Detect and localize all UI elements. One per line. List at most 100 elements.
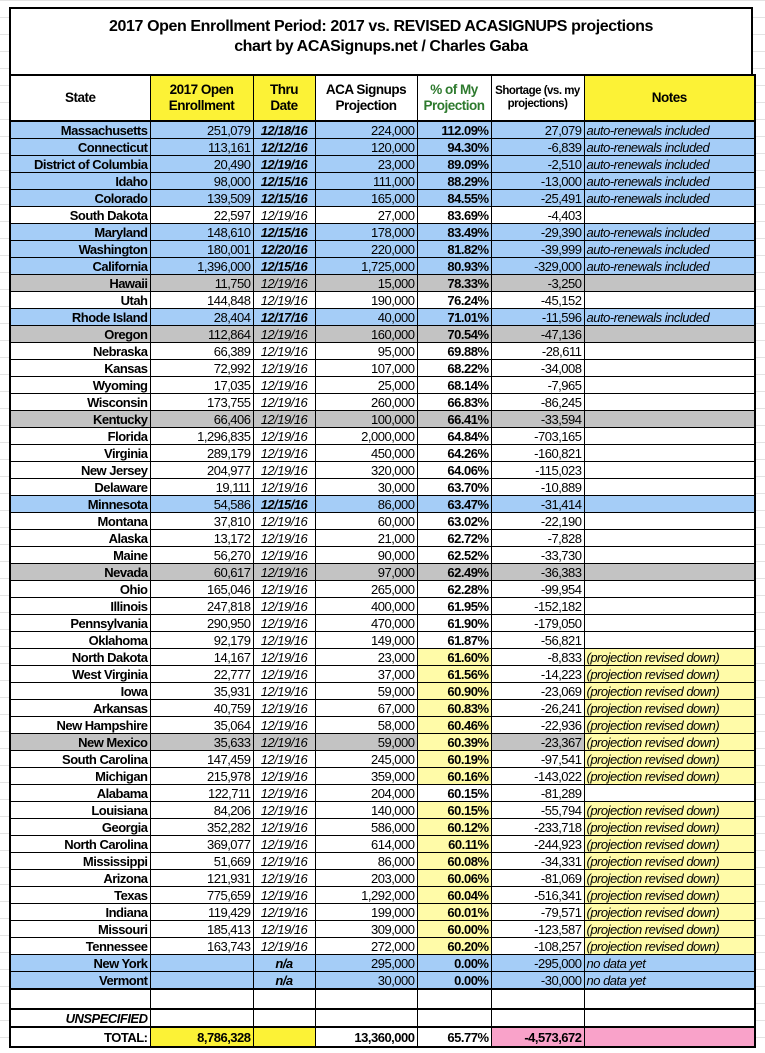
notes-cell (583, 631, 756, 649)
pct-cell: 70.54% (416, 325, 492, 343)
notes-cell (583, 495, 756, 513)
shortage-cell: -28,611 (490, 342, 585, 360)
table-row: Arizona 121,931 12/19/16 203,000 60.06% -81,0… (9, 869, 756, 887)
thru-date-cell: 12/19/16 (252, 818, 316, 836)
thru-date-cell: 12/15/16 (252, 257, 316, 275)
table-row: West Virginia 22,777 12/19/16 37,000 61.56% -… (9, 665, 756, 683)
enrollment-cell: 121,931 (149, 869, 254, 887)
shortage-cell: -6,839 (490, 138, 585, 156)
table-row: Virginia 289,179 12/19/16 450,000 64.26% -160… (9, 444, 756, 462)
shortage-cell: -25,491 (490, 189, 585, 207)
notes-cell (583, 784, 756, 802)
shortage-cell: -123,587 (490, 920, 585, 938)
state-cell: Illinois (9, 597, 151, 615)
table-row: Maryland 148,610 12/15/16 178,000 83.49% -29,… (9, 223, 756, 241)
projection-cell: 25,000 (314, 376, 418, 394)
pct-cell: 83.49% (416, 223, 492, 241)
pct-cell: 64.06% (416, 461, 492, 479)
table-row: Michigan 215,978 12/19/16 359,000 60.16% -143… (9, 767, 756, 785)
state-cell: Kentucky (9, 410, 151, 428)
notes-cell (583, 614, 756, 632)
enrollment-cell: 119,429 (149, 903, 254, 921)
shortage-cell: -81,289 (490, 784, 585, 802)
shortage-cell: -10,889 (490, 478, 585, 496)
thru-date-cell: 12/17/16 (252, 308, 316, 326)
notes-cell: (projection revised down) (583, 682, 756, 700)
shortage-cell: -22,936 (490, 716, 585, 734)
thru-date-cell: 12/19/16 (252, 376, 316, 394)
state-cell: Indiana (9, 903, 151, 921)
thru-date-cell: n/a (252, 971, 316, 990)
pct-cell: 62.49% (416, 563, 492, 581)
thru-date-cell: 12/19/16 (252, 614, 316, 632)
total-shortage: -4,573,672 (490, 1026, 585, 1048)
thru-date-cell: 12/19/16 (252, 427, 316, 445)
shortage-cell: -8,833 (490, 648, 585, 666)
enrollment-cell: 14,167 (149, 648, 254, 666)
table-row: Nevada 60,617 12/19/16 97,000 62.49% -36,383 (9, 563, 756, 581)
pct-cell: 60.16% (416, 767, 492, 785)
pct-cell: 62.72% (416, 529, 492, 547)
state-cell: Utah (9, 291, 151, 309)
enrollment-cell: 66,389 (149, 342, 254, 360)
total-row: TOTAL: 8,786,328 13,360,000 65.77% -4,57… (9, 1026, 756, 1048)
header-notes: Notes (583, 74, 756, 122)
enrollment-cell: 35,633 (149, 733, 254, 751)
state-cell: Nevada (9, 563, 151, 581)
state-cell: Alaska (9, 529, 151, 547)
shortage-cell: -30,000 (490, 971, 585, 990)
shortage-cell: -14,223 (490, 665, 585, 683)
pct-cell: 60.00% (416, 920, 492, 938)
projection-cell: 95,000 (314, 342, 418, 360)
thru-date-cell: 12/19/16 (252, 410, 316, 428)
pct-cell: 60.20% (416, 937, 492, 955)
thru-date-cell: 12/19/16 (252, 461, 316, 479)
enrollment-cell: 122,711 (149, 784, 254, 802)
table-row: Kentucky 66,406 12/19/16 100,000 66.41% -33,5… (9, 410, 756, 428)
projection-cell: 190,000 (314, 291, 418, 309)
table-row: New Jersey 204,977 12/19/16 320,000 64.06% -1… (9, 461, 756, 479)
enrollment-cell: 19,111 (149, 478, 254, 496)
state-cell: Oregon (9, 325, 151, 343)
shortage-cell: -13,000 (490, 172, 585, 190)
notes-cell: (projection revised down) (583, 835, 756, 853)
thru-date-cell: 12/19/16 (252, 716, 316, 734)
state-cell: Missouri (9, 920, 151, 938)
table-row: Indiana 119,429 12/19/16 199,000 60.01% -79,5… (9, 903, 756, 921)
state-cell: Oklahoma (9, 631, 151, 649)
notes-cell (583, 546, 756, 564)
enrollment-cell: 1,296,835 (149, 427, 254, 445)
projection-cell: 320,000 (314, 461, 418, 479)
projection-cell: 203,000 (314, 869, 418, 887)
enrollment-cell: 352,282 (149, 818, 254, 836)
notes-cell (583, 325, 756, 343)
projection-cell: 178,000 (314, 223, 418, 241)
thru-date-cell: 12/19/16 (252, 750, 316, 768)
table-row: Delaware 19,111 12/19/16 30,000 63.70% -10,88… (9, 478, 756, 496)
enrollment-cell: 147,459 (149, 750, 254, 768)
projection-cell: 309,000 (314, 920, 418, 938)
thru-date-cell: 12/19/16 (252, 835, 316, 853)
notes-cell: (projection revised down) (583, 801, 756, 819)
total-pct: 65.77% (416, 1026, 492, 1048)
shortage-cell: -115,023 (490, 461, 585, 479)
notes-cell: (projection revised down) (583, 648, 756, 666)
state-cell: Rhode Island (9, 308, 151, 326)
table-row: Wisconsin 173,755 12/19/16 260,000 66.83% -86… (9, 393, 756, 411)
projection-cell: 21,000 (314, 529, 418, 547)
enrollment-cell: 185,413 (149, 920, 254, 938)
notes-cell: (projection revised down) (583, 920, 756, 938)
shortage-cell: -244,923 (490, 835, 585, 853)
state-cell: California (9, 257, 151, 275)
table-row: North Dakota 14,167 12/19/16 23,000 61.60% -8… (9, 648, 756, 666)
projection-cell: 165,000 (314, 189, 418, 207)
pct-cell: 60.83% (416, 699, 492, 717)
projection-cell: 586,000 (314, 818, 418, 836)
shortage-cell: -233,718 (490, 818, 585, 836)
projection-cell: 470,000 (314, 614, 418, 632)
table-row: District of Columbia 20,490 12/19/16 23,000… (9, 155, 756, 173)
unspecified-label: UNSPECIFIED (9, 1008, 151, 1028)
pct-cell: 62.28% (416, 580, 492, 598)
notes-cell: (projection revised down) (583, 733, 756, 751)
notes-cell (583, 206, 756, 224)
